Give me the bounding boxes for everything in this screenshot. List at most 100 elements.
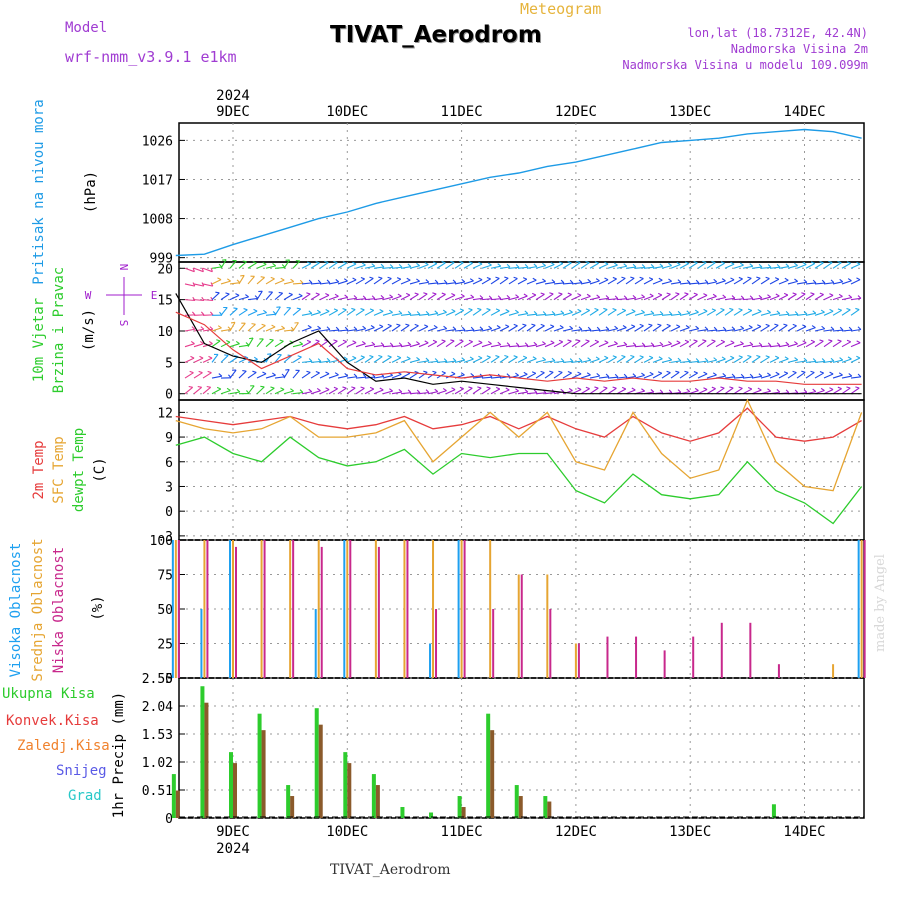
wind-barb-flag [577,387,582,391]
wind-barb [463,358,474,363]
wind-barb-flag [468,339,473,343]
wind-barb-flag [721,356,726,360]
wind-barb-flag [298,293,303,297]
wind-barb-flag [641,264,646,268]
wind-barb-flag [855,386,860,389]
wind-barb [544,313,555,316]
wind-barb-flag [416,356,421,361]
wind-barb [724,342,735,348]
wind-barb-flag [522,323,527,326]
cloud-bar [460,540,463,678]
wind-barb [292,370,300,379]
wind-barb [787,359,798,363]
wind-barb [292,260,301,269]
wind-barb [391,345,403,348]
wind-barb [508,345,520,348]
wind-barb-flag [658,277,663,281]
wind-barb-flag [533,310,538,315]
wind-barb-flag [785,341,790,346]
wind-barb [481,376,493,379]
wind-barb [445,328,456,332]
wind-barb-flag [244,355,249,359]
precip-legend-entry: Zaledj.Kisa [17,738,110,754]
wind-barb-flag [720,386,725,389]
wind-barb [301,341,312,348]
wind-barb [544,281,555,285]
cloud-bar [549,609,552,678]
wind-barb [283,369,290,379]
wind-barb [814,372,824,379]
wind-barb [562,360,574,363]
wind-barb-flag [792,292,797,295]
precip-bar [457,796,462,818]
wind-barb [697,388,708,395]
wind-barb-flag [659,263,664,267]
wind-barb [418,342,429,348]
precip-bar [261,730,266,818]
wind-barb [652,372,663,379]
wind-barb-flag [776,310,781,315]
wind-barb [544,264,555,269]
wind-barb-flag [596,294,601,298]
wind-barb [643,324,653,332]
wind-barb [319,310,330,316]
wind-barb [292,391,303,395]
wind-barb [409,280,420,285]
wind-barb-flag [505,324,510,328]
wind-barb [616,356,626,363]
wind-barb [544,371,554,379]
wind-barb-flag [693,292,698,296]
wind-barb [850,342,861,348]
wind-barb-flag [308,358,313,362]
wind-barb-flag [542,278,546,282]
wind-barb [553,293,563,301]
wind-barb [346,329,357,332]
wind-barb [733,356,743,363]
wind-barb [562,390,573,395]
wind-barb-flag [252,370,257,373]
mid-cloud-ylabel: Srednja Oblacnost [30,538,46,681]
wind-barb-flag [249,337,254,340]
cloud-bar [200,609,203,678]
wind-barb [814,311,825,316]
wind-barbs [184,259,862,395]
wind-barb [769,266,781,269]
wind-barb-flag [513,276,518,280]
wind-barb [184,283,195,287]
wind-barb [445,340,455,348]
wind-barb-flag [550,262,555,266]
wind-barb-flag [210,282,214,287]
wind-barb [220,341,231,348]
wind-barb-flag [641,388,645,392]
wind-barb-flag [595,356,600,360]
wind-barb-flag [783,371,788,374]
wind-barb-flag [488,325,493,330]
wind-barb-flag [720,261,725,264]
wind-barb [688,328,699,332]
wind-barb-flag [803,310,808,315]
bottom-day-label: 13DEC [669,824,711,840]
wind-barb [445,262,455,269]
wind-barb-flag [558,339,563,343]
wind-barb-flag [459,260,464,264]
wind-barb-flag [668,389,673,394]
wind-barb [184,386,194,395]
wind-barb-flag [702,339,707,342]
wind-barb-flag [621,276,626,279]
wind-barb [607,356,617,363]
wind-barb-flag [551,279,556,283]
wind-barb [400,344,411,348]
wind-barb-flag [837,308,842,311]
wind-barb [472,387,482,395]
wind-barb-flag [424,262,429,266]
wind-barb [796,342,807,348]
wind-barb-flag [837,386,842,390]
wind-barb [814,262,824,269]
wind-barb-flag [353,295,358,299]
bottom-day-label: 12DEC [555,824,597,840]
wind-barb [202,328,213,332]
wind-barb-flag [657,323,662,326]
wind-barb-flag [496,325,501,329]
cloud-bar [457,540,460,678]
wind-barb [400,294,411,301]
